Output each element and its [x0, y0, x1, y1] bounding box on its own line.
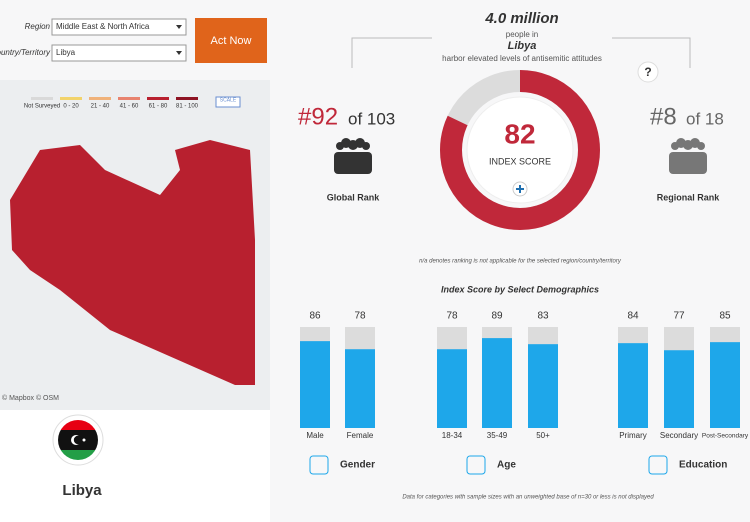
- legend-label: 21 - 40: [91, 104, 110, 110]
- regional-rank-label: Regional Rank: [657, 192, 721, 202]
- act-now-button[interactable]: [195, 18, 267, 63]
- bar: [300, 341, 330, 428]
- country-shape: [10, 140, 255, 385]
- bar: [710, 342, 740, 428]
- scale-label: SCALE: [220, 97, 237, 103]
- group-label: Age: [497, 460, 516, 471]
- ranking-note: n/a denotes ranking is not applicable fo…: [419, 259, 622, 265]
- region-select[interactable]: [51, 18, 187, 36]
- legend-swatch: [31, 97, 53, 100]
- category-label: Post-Secondary: [702, 433, 749, 440]
- group-icon: [466, 455, 486, 475]
- bar: [437, 349, 467, 428]
- region-label: Region: [25, 22, 51, 31]
- group-label: Education: [679, 460, 727, 471]
- index-value: 82: [504, 118, 535, 149]
- category-label: Secondary: [660, 431, 698, 440]
- group-icon: [309, 455, 329, 475]
- donut-arc: [440, 70, 600, 230]
- regional-rank-total: of 18: [686, 109, 724, 128]
- value-label: 78: [354, 311, 366, 322]
- scale-toggle[interactable]: [215, 96, 241, 108]
- value-label: 85: [719, 311, 731, 322]
- regional-rank: #8: [650, 103, 677, 130]
- region-value: Middle East & North Africa: [56, 22, 150, 31]
- chart-title: Index Score by Select Demographics: [441, 284, 599, 294]
- plus-icon: [516, 185, 524, 193]
- index-label: INDEX SCORE: [489, 156, 551, 166]
- bar: [618, 343, 648, 428]
- demographics-chart: 86 Male 78 Female Gender 78 18-34 89 35-49 83 50+ A…: [300, 311, 749, 475]
- headline-text: people in: [506, 30, 538, 39]
- flag: [58, 420, 98, 460]
- bar: [345, 349, 375, 428]
- legend-swatch: [60, 97, 82, 100]
- global-rank-total: of 103: [348, 109, 395, 128]
- group-label: Gender: [340, 460, 375, 471]
- legend: Not Surveyed 0 - 20 21 - 40 41 - 60 61 - 80 8…: [24, 97, 199, 110]
- bar: [664, 350, 694, 428]
- legend-label: 61 - 80: [149, 104, 168, 110]
- category-label: 35-49: [487, 431, 508, 440]
- legend-label: 0 - 20: [63, 104, 79, 110]
- global-rank: #92: [298, 103, 338, 130]
- connector: [351, 37, 691, 68]
- country-label: Country/Territory: [0, 48, 51, 57]
- category-label: Primary: [619, 431, 647, 440]
- category-label: 18-34: [442, 431, 463, 440]
- legend-label: 41 - 60: [120, 104, 139, 110]
- headline-country: Libya: [508, 40, 537, 52]
- people-icon: [334, 138, 372, 174]
- dropdown-arrow: [176, 25, 182, 29]
- value-label: 86: [309, 311, 321, 322]
- help-label: ?: [644, 65, 651, 79]
- group-icon: [648, 455, 668, 475]
- legend-label: Not Surveyed: [24, 104, 60, 110]
- headline-text: harbor elevated levels of antisemitic at…: [442, 54, 602, 63]
- donut-center: [466, 96, 574, 204]
- legend-swatch: [118, 97, 140, 100]
- category-label: Female: [347, 431, 374, 440]
- country-name: Libya: [62, 482, 102, 499]
- legend-swatch: [89, 97, 111, 100]
- value-label: 78: [446, 311, 458, 322]
- button-label: Act Now: [211, 35, 252, 47]
- value-label: 89: [491, 311, 503, 322]
- legend-label: 81 - 100: [176, 104, 199, 110]
- chart-note: Data for categories with sample sizes wi…: [402, 495, 654, 501]
- map-attribution: © Mapbox © OSM: [2, 394, 59, 402]
- value-label: 84: [627, 311, 639, 322]
- dropdown-arrow: [176, 51, 182, 55]
- help-button[interactable]: [637, 61, 659, 83]
- country-select[interactable]: [51, 44, 187, 62]
- value-label: 77: [673, 311, 685, 322]
- people-icon: [669, 138, 707, 174]
- category-label: 50+: [536, 431, 550, 440]
- global-rank-label: Global Rank: [327, 192, 381, 202]
- bar: [528, 344, 558, 428]
- headline-count: 4.0 million: [484, 10, 558, 27]
- value-label: 83: [537, 311, 549, 322]
- legend-swatch: [176, 97, 198, 100]
- legend-swatch: [147, 97, 169, 100]
- flag-area: [0, 410, 270, 522]
- category-label: Male: [306, 431, 324, 440]
- country-value: Libya: [56, 48, 76, 57]
- bar: [482, 338, 512, 428]
